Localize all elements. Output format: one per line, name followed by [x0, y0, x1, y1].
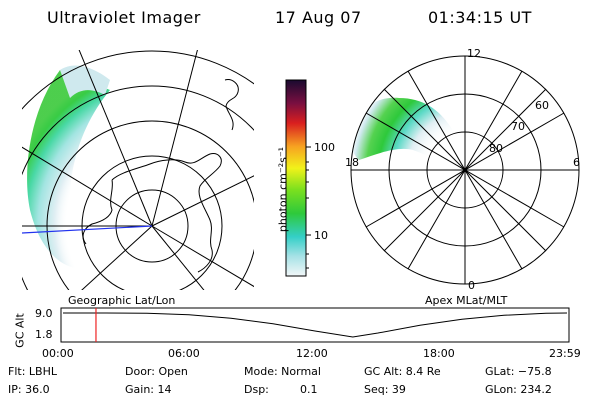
colorbar-unit-label: photon cm⁻²s⁻¹ [276, 146, 290, 233]
gain-status: Gain: 14 [125, 383, 172, 396]
mlt-grid [351, 56, 579, 284]
altitude-curve [63, 312, 568, 338]
time-label: 01:34:15 UT [428, 8, 532, 27]
colorbar-tick-100: 100 [314, 141, 335, 154]
aurora-oval-geo [27, 70, 110, 268]
apex-image-panel [350, 55, 580, 285]
mode-status: Mode: Normal [244, 365, 321, 378]
mlat-label-70: 70 [511, 120, 525, 133]
colorbar-tick-10: 10 [314, 229, 328, 242]
instrument-title: Ultraviolet Imager [47, 8, 201, 27]
altitude-tick-high: 9.0 [35, 307, 53, 320]
longitude-grid [22, 50, 254, 290]
altitude-axis-title: GC Alt [13, 313, 27, 348]
mlt-label-18: 18 [345, 156, 359, 169]
mlat-label-60: 60 [535, 99, 549, 112]
geographic-panel-label: Geographic Lat/Lon [68, 294, 176, 307]
altitude-tick-low: 1.8 [35, 328, 53, 341]
date-label: 17 Aug 07 [275, 8, 362, 27]
coastline-antarctica [82, 153, 222, 273]
gc-alt-status: GC Alt: 8.4 Re [364, 365, 441, 378]
aurora-oval-apex [351, 97, 457, 164]
time-tick-0600: 06:00 [168, 347, 200, 360]
dsp-value: 0.1 [300, 383, 318, 396]
terminator-line [22, 225, 153, 234]
mlt-label-12: 12 [467, 47, 481, 60]
seq-status: Seq: 39 [364, 383, 406, 396]
colorbar [285, 79, 311, 277]
door-status: Door: Open [125, 365, 188, 378]
filter-status: Flt: LBHL [8, 365, 57, 378]
apex-panel-label: Apex MLat/MLT [425, 294, 508, 307]
glon-status: GLon: 234.2 [485, 383, 552, 396]
time-tick-1800: 18:00 [423, 347, 455, 360]
coastline-segment [224, 79, 239, 131]
time-tick-0000: 00:00 [42, 347, 74, 360]
mlat-label-80: 80 [489, 142, 503, 155]
geographic-map [22, 50, 254, 290]
time-tick-1200: 12:00 [296, 347, 328, 360]
ip-status: IP: 36.0 [8, 383, 50, 396]
mlt-label-6: 6 [573, 156, 580, 169]
mlt-label-0: 0 [468, 279, 475, 292]
colorbar-ticks [306, 146, 311, 269]
aurora-faint-edge [60, 65, 110, 98]
geographic-image-panel [22, 50, 254, 290]
dsp-label: Dsp: [244, 383, 269, 396]
time-tick-2359: 23:59 [549, 347, 581, 360]
altitude-timeline[interactable] [60, 305, 575, 345]
glat-status: GLat: −75.8 [485, 365, 552, 378]
